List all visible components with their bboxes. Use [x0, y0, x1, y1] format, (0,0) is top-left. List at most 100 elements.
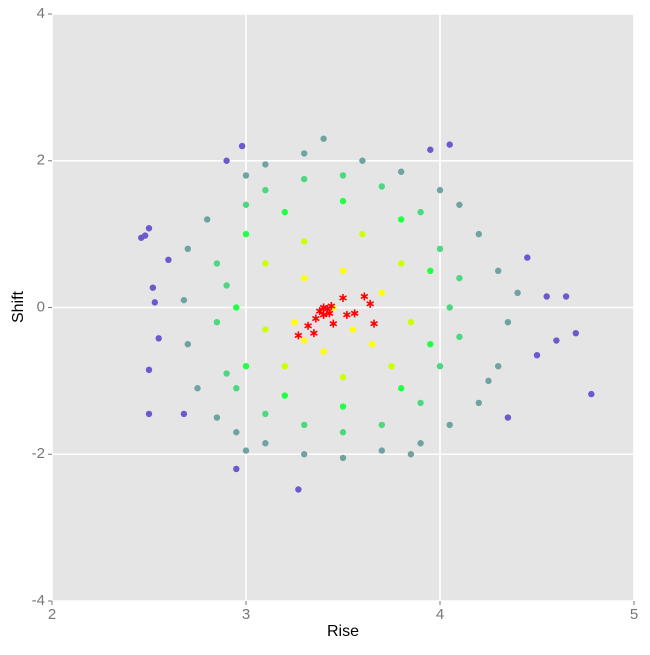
point	[301, 274, 308, 282]
point	[398, 260, 405, 267]
point	[145, 366, 153, 374]
point	[533, 351, 541, 359]
point	[446, 421, 453, 429]
point	[359, 230, 366, 238]
star-point	[325, 309, 334, 318]
point	[456, 333, 463, 341]
point	[233, 429, 240, 436]
point	[495, 363, 502, 370]
x-tick-label: 3	[242, 606, 250, 623]
point	[339, 172, 347, 179]
point	[553, 337, 560, 344]
point	[504, 414, 512, 421]
point	[184, 245, 191, 252]
x-axis-label: Rise	[327, 623, 359, 640]
point	[262, 260, 269, 267]
star-point	[343, 310, 351, 319]
point	[151, 299, 159, 306]
point	[562, 293, 570, 300]
point	[339, 429, 347, 436]
point	[242, 447, 250, 454]
star-point	[327, 302, 336, 311]
point	[349, 326, 356, 333]
point	[339, 267, 347, 275]
star-point	[319, 310, 328, 319]
star-point	[294, 331, 303, 340]
point	[446, 141, 453, 148]
point	[524, 254, 531, 261]
point	[359, 157, 366, 164]
point	[301, 337, 308, 344]
star-point	[319, 303, 328, 312]
point	[233, 465, 240, 473]
point	[417, 440, 424, 447]
point	[242, 363, 250, 370]
point	[291, 318, 298, 326]
point	[436, 363, 444, 370]
point	[301, 150, 308, 157]
y-tick-label: -2	[32, 445, 45, 462]
point	[378, 183, 385, 190]
point	[588, 390, 595, 398]
point	[446, 304, 453, 311]
star-point	[339, 293, 347, 302]
y-tick-label: 4	[37, 5, 45, 22]
star-point	[310, 329, 318, 338]
point	[204, 216, 211, 223]
point	[436, 186, 444, 194]
point	[301, 238, 308, 245]
point	[242, 230, 250, 238]
point	[165, 256, 172, 264]
point	[301, 175, 308, 183]
point	[281, 392, 288, 399]
point	[301, 451, 308, 458]
point	[417, 399, 424, 407]
point	[543, 293, 550, 300]
point	[407, 318, 415, 326]
x-tick-label: 5	[630, 606, 638, 623]
star-point	[311, 314, 320, 323]
point	[427, 267, 434, 275]
point	[339, 374, 347, 381]
star-point	[315, 307, 324, 316]
point	[407, 451, 415, 458]
point	[378, 447, 385, 454]
point	[388, 363, 395, 370]
point	[233, 385, 240, 392]
point	[223, 370, 230, 377]
star-point	[329, 319, 338, 328]
point	[262, 186, 269, 194]
point	[339, 197, 347, 205]
point	[339, 403, 347, 410]
star-point	[366, 299, 375, 308]
point	[180, 410, 188, 418]
point	[320, 135, 327, 142]
point	[295, 486, 302, 493]
point	[368, 340, 376, 348]
point	[223, 282, 230, 289]
star-point	[360, 292, 369, 301]
point	[495, 267, 502, 275]
point	[436, 245, 444, 252]
point	[213, 414, 221, 421]
point	[514, 289, 521, 297]
point	[456, 274, 463, 282]
point	[378, 289, 385, 297]
point	[398, 385, 405, 392]
x-tick-label: 4	[436, 606, 444, 623]
point	[180, 296, 188, 304]
point	[184, 340, 191, 348]
point	[504, 318, 512, 326]
point	[475, 230, 482, 238]
point	[398, 168, 405, 175]
x-tick-label: 2	[48, 606, 56, 623]
y-tick-label: -4	[32, 592, 45, 609]
grid	[51, 13, 635, 602]
point	[427, 340, 434, 348]
point	[572, 329, 579, 337]
y-axis-label: Shift	[10, 290, 27, 323]
point	[149, 284, 157, 291]
point	[456, 201, 463, 208]
point	[242, 201, 250, 208]
